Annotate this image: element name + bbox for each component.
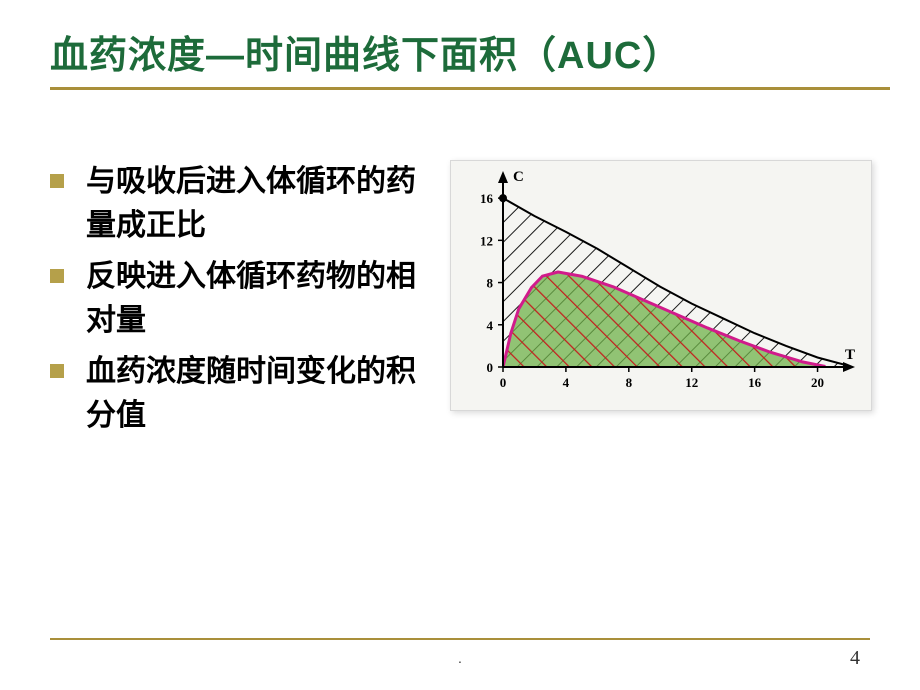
square-bullet-icon [50, 364, 64, 378]
svg-text:0: 0 [500, 375, 507, 390]
footer-mark: . [458, 650, 462, 666]
bullet-text: 血药浓度随时间变化的积分值 [86, 355, 416, 432]
bullet-text: 反映进入体循环药物的相对量 [86, 260, 416, 337]
slide: 血药浓度—时间曲线下面积（AUC） 与吸收后进入体循环的药量成正比 反映进入体循… [0, 0, 920, 690]
svg-text:4: 4 [563, 375, 570, 390]
page-title: 血药浓度—时间曲线下面积（AUC） [50, 24, 870, 79]
footer-line [50, 638, 870, 640]
svg-text:0: 0 [487, 360, 494, 375]
auc-chart: 0 4 8 12 16 20 0 4 8 12 16 C T [450, 160, 872, 411]
list-item: 反映进入体循环药物的相对量 [50, 255, 430, 342]
svg-text:C: C [513, 169, 524, 185]
square-bullet-icon [50, 174, 64, 188]
svg-text:8: 8 [626, 375, 633, 390]
svg-text:16: 16 [748, 375, 762, 390]
svg-text:4: 4 [487, 318, 494, 333]
title-underline [50, 87, 890, 90]
svg-text:12: 12 [685, 375, 698, 390]
page-number: 4 [850, 647, 860, 670]
svg-text:20: 20 [811, 375, 824, 390]
square-bullet-icon [50, 269, 64, 283]
bullet-list: 与吸收后进入体循环的药量成正比 反映进入体循环药物的相对量 血药浓度随时间变化的… [50, 160, 430, 445]
svg-text:8: 8 [487, 276, 494, 291]
svg-text:16: 16 [480, 191, 494, 206]
bullet-text: 与吸收后进入体循环的药量成正比 [86, 165, 416, 242]
content-row: 与吸收后进入体循环的药量成正比 反映进入体循环药物的相对量 血药浓度随时间变化的… [50, 160, 870, 445]
svg-text:T: T [845, 347, 855, 363]
chart-svg: 0 4 8 12 16 20 0 4 8 12 16 C T [459, 167, 863, 397]
svg-text:12: 12 [480, 233, 493, 248]
list-item: 血药浓度随时间变化的积分值 [50, 350, 430, 437]
list-item: 与吸收后进入体循环的药量成正比 [50, 160, 430, 247]
